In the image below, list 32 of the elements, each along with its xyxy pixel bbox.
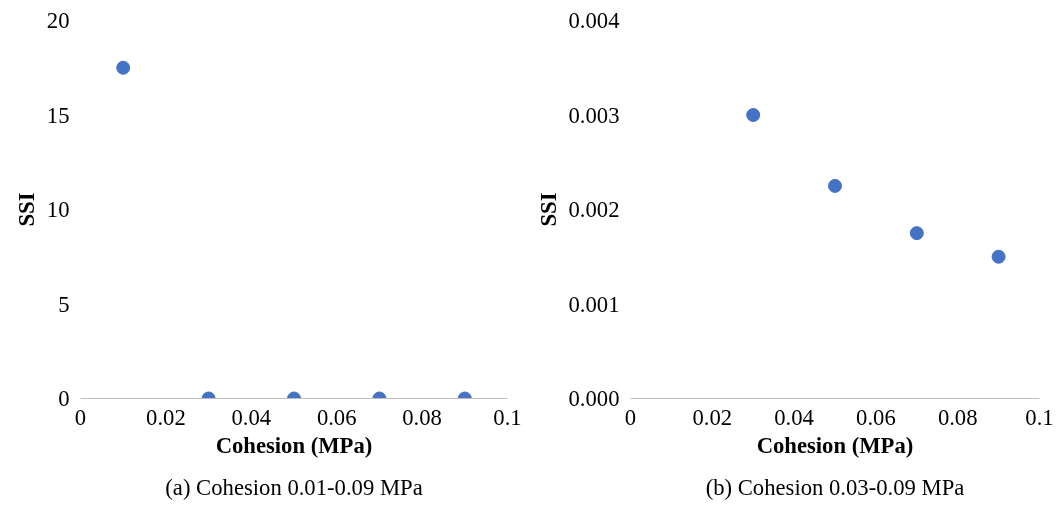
text: (b) Cohesion 0.03-0.09 MPa [705,475,965,500]
x-tick-label: 0.06 [856,404,896,430]
y-tick-label: 0.000 [568,386,620,411]
y-axis-title: SSI [535,192,561,227]
x-tick-label: 0.06 [316,404,357,430]
x-tick-label: 0 [74,404,87,430]
x-tick-label: 0.08 [402,404,442,430]
x-axis-title: Cohesion (MPa) [756,432,914,458]
point [746,108,761,122]
y-tick-label: 0.001 [568,291,620,317]
y-tick-label: 20 [46,8,70,33]
x-tick-label: 0.02 [692,404,733,430]
x-axis-title: Cohesion (MPa) [215,432,373,458]
text: (a) Cohesion 0.01-0.09 MPa [165,475,423,500]
x-tick-label: 0.08 [937,404,978,430]
x-tick-label: 0 [624,404,637,430]
x-tick-label: 0.02 [146,404,186,430]
x-tick-label: 0.04 [231,404,272,430]
point [991,249,1006,264]
y-tick-label: 0 [58,386,70,411]
y-tick-label: 0.003 [568,102,620,128]
x-tick-label: 0.04 [774,404,814,430]
y-tick-label: 15 [46,102,70,128]
y-axis-title: SSI [13,192,39,227]
x-tick-label: 0.1 [493,404,522,430]
y-tick-label: 10 [46,197,70,222]
point [828,178,842,193]
y-tick-label: 0.002 [568,197,620,222]
y-tick-label: 0.004 [568,8,620,33]
point [909,226,924,241]
x-tick-label: 0.1 [1025,404,1054,430]
y-tick-label: 5 [58,291,70,317]
